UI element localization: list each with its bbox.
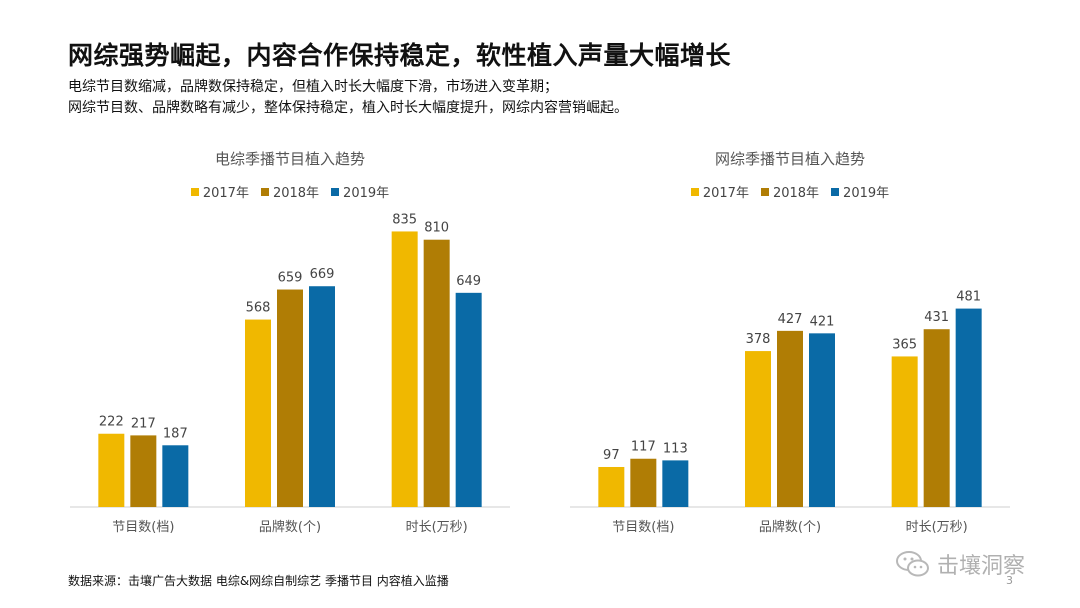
bar-2-3 (309, 286, 335, 507)
data-label: 669 (310, 267, 335, 282)
bar-3-3 (955, 308, 982, 507)
legend-swatch-2019 (831, 187, 840, 196)
watermark: 击壤洞察 (895, 548, 1025, 580)
data-label: 365 (892, 337, 917, 352)
bar-2-1 (245, 319, 271, 507)
data-label: 431 (924, 310, 949, 325)
data-label: 481 (956, 290, 981, 305)
bar-1-1 (598, 466, 625, 507)
data-label: 568 (246, 301, 271, 316)
wechat-icon (896, 551, 929, 577)
bar-2-3 (809, 333, 835, 507)
chart-title: 网综季播节目植入趋势 (714, 150, 865, 168)
category-label: 品牌数(个) (259, 519, 321, 535)
data-label: 427 (778, 312, 803, 327)
chart-legend: 2017年 2018年 2019年 (570, 182, 1010, 201)
category-label: 节目数(档) (112, 520, 174, 535)
legend-item-2018: 2018年 (260, 182, 320, 201)
legend-label-2018: 2018年 (272, 186, 320, 201)
watermark-text: 击壤洞察 (937, 554, 1026, 579)
legend-swatch-2017 (190, 187, 199, 196)
legend-item-2019: 2019年 (831, 182, 889, 201)
data-label: 378 (746, 332, 771, 347)
subtitle-line-2: 网综节目数、品牌数略有减少，整体保持稳定，植入时长大幅度提升，网综内容营销崛起。 (68, 100, 628, 116)
data-label: 217 (131, 416, 156, 431)
legend-label-2017: 2017年 (702, 186, 749, 201)
bar-3-3 (455, 292, 482, 507)
data-label: 97 (603, 448, 620, 463)
chart-title: 电综季播节目植入趋势 (214, 150, 365, 168)
data-label: 810 (424, 221, 449, 236)
subtitle-line-1: 电综节目数缩减，品牌数保持稳定，但植入时长大幅度下滑，市场进入变革期； (68, 79, 558, 95)
category-label: 时长(万秒) (406, 520, 468, 535)
category-label: 时长(万秒) (906, 520, 968, 535)
bar-2-2 (277, 289, 303, 507)
bar-1-3 (662, 460, 689, 507)
data-label: 659 (278, 271, 303, 286)
legend-item-2019: 2019年 (331, 182, 389, 201)
page-number: 3 (1006, 574, 1013, 587)
legend-item-2017: 2017年 (190, 182, 249, 201)
data-label: 117 (631, 440, 656, 455)
tv-variety-plot: 222 217 187 节目数(档) 568 659 669 品牌数(个) 835 810 649 时… (70, 212, 510, 535)
chart-legend: 2017年 2018年 2019年 (70, 182, 510, 201)
web-variety-plot: 97 117 113 节目数(档) 378 427 421 品牌数(个) 365 431 481 时长… (570, 290, 1010, 535)
bar-3-2 (923, 329, 950, 507)
bar-2-1 (745, 351, 771, 507)
tv-variety-chart: 电综季播节目植入趋势 2017年 2018年 2019年 222 217 187 节目… (70, 140, 510, 550)
bar-1-2 (630, 458, 657, 507)
legend-label-2019: 2019年 (343, 186, 390, 201)
category-label: 品牌数(个) (759, 519, 821, 535)
legend-item-2018: 2018年 (760, 182, 820, 201)
data-source-note: 数据来源：击壤广告大数据 电综&网综自制综艺 季播节目 内容植入监播 (68, 574, 449, 588)
legend-swatch-2018 (760, 187, 769, 196)
category-label: 节目数(档) (612, 520, 674, 535)
data-label: 222 (99, 415, 124, 430)
bar-3-1 (391, 231, 418, 507)
legend-item-2017: 2017年 (690, 182, 749, 201)
bar-3-2 (423, 239, 450, 507)
legend-label-2017: 2017年 (202, 186, 249, 201)
web-variety-chart: 网综季播节目植入趋势 2017年 2018年 2019年 97 117 113 节目数… (570, 140, 1010, 550)
slide-subtitle: 电综节目数缩减，品牌数保持稳定，但植入时长大幅度下滑，市场进入变革期； 网综节目… (68, 77, 628, 119)
legend-label-2019: 2019年 (843, 186, 890, 201)
slide-title: 网综强势崛起，内容合作保持稳定，软性植入声量大幅增长 (68, 41, 732, 70)
bar-3-1 (891, 356, 918, 507)
bar-1-2 (130, 435, 157, 507)
legend-swatch-2018 (260, 187, 269, 196)
legend-label-2018: 2018年 (772, 186, 820, 201)
data-label: 835 (392, 212, 417, 227)
bar-2-2 (777, 330, 803, 507)
data-label: 187 (163, 426, 188, 441)
bar-1-1 (98, 433, 125, 507)
legend-swatch-2019 (331, 187, 340, 196)
data-label: 649 (456, 274, 481, 289)
legend-swatch-2017 (690, 187, 699, 196)
data-label: 421 (810, 314, 835, 329)
bar-1-3 (162, 445, 189, 507)
data-label: 113 (663, 441, 688, 456)
